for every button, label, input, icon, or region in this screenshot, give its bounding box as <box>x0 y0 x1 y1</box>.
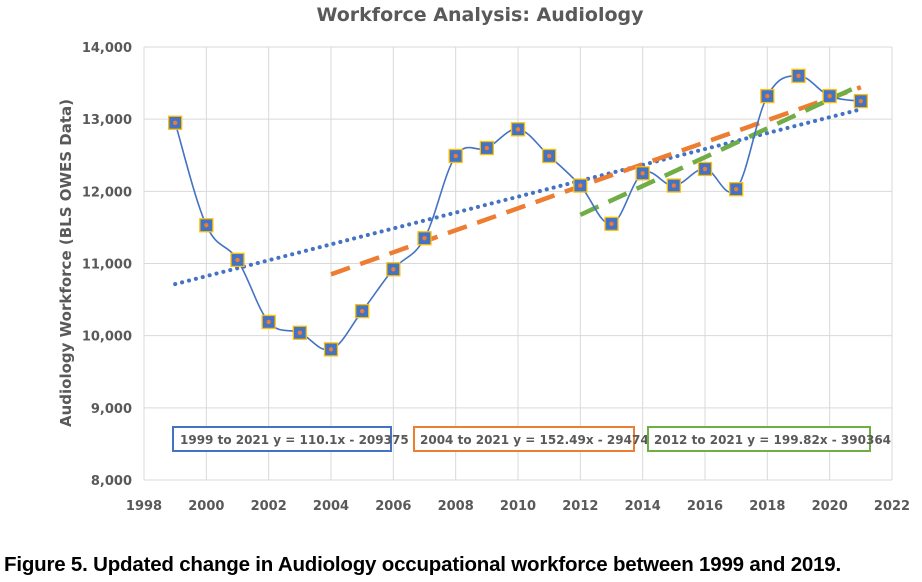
trendline-2 <box>330 85 862 277</box>
data-point-dot <box>827 93 832 99</box>
trendline-1 <box>173 107 863 287</box>
data-point <box>760 88 775 104</box>
data-point-dot <box>235 257 240 263</box>
data-point <box>448 148 463 164</box>
data-point <box>822 88 837 104</box>
x-tick-label: 2010 <box>500 499 536 514</box>
data-point-dot <box>578 183 583 188</box>
data-point-dot <box>546 153 552 159</box>
data-point-dot <box>609 221 614 227</box>
y-tick-label: 8,000 <box>91 474 132 489</box>
legend-trend-2: 2004 to 2021 y = 152.49x - 294740 <box>413 426 657 452</box>
data-point-dot <box>453 153 458 159</box>
data-point <box>355 303 370 319</box>
x-tick-label: 2012 <box>562 499 598 514</box>
x-tick-label: 2018 <box>749 499 785 514</box>
data-point <box>635 166 650 181</box>
x-tick-label: 2022 <box>874 499 910 514</box>
data-point-dot <box>328 347 334 352</box>
x-tick-label: 2002 <box>251 499 287 514</box>
data-point <box>386 262 401 277</box>
legend-trend-3-label: 2012 to 2021 y = 199.82x - 390364 <box>654 433 891 447</box>
x-tick-label: 2016 <box>687 499 723 514</box>
data-point <box>853 93 868 109</box>
chart-title: Workforce Analysis: Audiology <box>316 4 644 26</box>
legend-box-2 <box>413 426 635 452</box>
legend-trend-1: 1999 to 2021 y = 110.1x - 209375 <box>172 426 409 452</box>
y-tick-label: 10,000 <box>82 330 132 345</box>
figure-caption: Figure 5. Updated change in Audiology oc… <box>4 553 842 576</box>
data-point-dot <box>733 186 739 192</box>
data-point <box>729 182 744 197</box>
legend-trend-3: 2012 to 2021 y = 199.82x - 390364 <box>647 426 891 452</box>
legend-trend-2-label: 2004 to 2021 y = 152.49x - 294740 <box>420 433 657 447</box>
legend-trend-1-label: 1999 to 2021 y = 110.1x - 209375 <box>180 433 409 447</box>
data-point <box>230 252 245 268</box>
data-point <box>791 68 806 84</box>
data-point-dot <box>765 93 770 99</box>
data-point-dot <box>422 236 427 241</box>
data-point <box>417 231 432 246</box>
data-point-dot <box>391 267 396 272</box>
data-point <box>479 140 494 156</box>
y-axis-label: Audiology Workforce (BLS OWES Data) <box>57 99 75 427</box>
data-point <box>323 342 339 357</box>
data-point <box>542 148 557 164</box>
data-point <box>261 314 276 330</box>
y-tick-label: 9,000 <box>91 402 132 417</box>
x-axis-ticks: 1998 2000 2002 2004 2006 2008 2010 2012 2014 2016… <box>126 499 910 514</box>
data-point <box>168 115 183 130</box>
legend-box-3 <box>647 426 871 452</box>
y-axis-ticks: 8,000 9,000 10,000 11,000 12,000 13,000 14,000 <box>82 41 132 489</box>
data-point-dot <box>640 171 645 176</box>
x-tick-label: 2006 <box>375 499 411 514</box>
data-point-dot <box>858 98 864 104</box>
x-tick-label: 1998 <box>126 499 162 514</box>
data-point <box>604 216 619 231</box>
data-point <box>292 325 307 340</box>
trendline-3 <box>579 83 862 217</box>
data-points <box>168 68 868 357</box>
data-point-dot <box>359 308 365 314</box>
data-point <box>199 218 214 233</box>
data-point-dot <box>297 330 303 335</box>
data-point-dot <box>515 127 521 132</box>
data-point-dot <box>702 166 708 172</box>
data-point-dot <box>266 319 271 325</box>
x-tick-label: 2004 <box>313 499 349 514</box>
y-tick-label: 14,000 <box>82 41 132 56</box>
data-point-dot <box>796 73 801 79</box>
data-point-dot <box>671 183 677 188</box>
x-tick-label: 2020 <box>812 499 848 514</box>
data-point-dot <box>204 223 209 228</box>
data-point-dot <box>172 120 178 125</box>
data-point <box>666 178 681 193</box>
y-tick-label: 11,000 <box>82 258 132 273</box>
data-point <box>697 161 713 177</box>
x-tick-label: 2008 <box>438 499 474 514</box>
data-point <box>573 178 588 193</box>
legend-box-1 <box>172 426 392 452</box>
y-tick-label: 13,000 <box>82 113 132 128</box>
chart: Workforce Analysis: Audiology 1998 2000 20… <box>57 4 910 514</box>
x-tick-label: 2014 <box>625 499 661 514</box>
x-tick-label: 2000 <box>188 499 224 514</box>
y-tick-label: 12,000 <box>82 185 132 200</box>
data-point <box>510 122 526 137</box>
data-point-dot <box>484 145 490 151</box>
